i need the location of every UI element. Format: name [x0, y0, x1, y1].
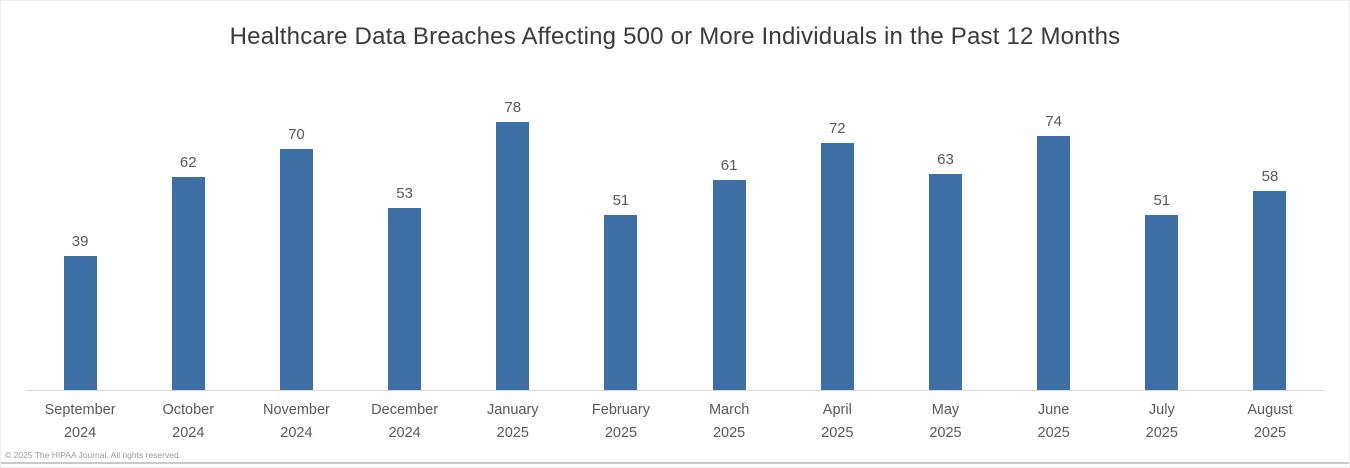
- bar-value-label: 74: [1045, 113, 1062, 130]
- x-axis-label: July 2025: [1145, 402, 1178, 442]
- bar-column: 53: [351, 86, 459, 390]
- copyright-notice: © 2025 The HIPAA Journal. All rights res…: [5, 450, 182, 460]
- bar-value-label: 51: [612, 192, 630, 209]
- bar: [63, 256, 97, 390]
- bar-column: 74: [1000, 86, 1108, 390]
- bar-column: 63: [891, 86, 999, 390]
- bar-value-label: 61: [720, 157, 738, 174]
- x-axis-label: June 2025: [1037, 402, 1070, 442]
- bar: [279, 149, 313, 390]
- bar-column: 51: [1108, 86, 1216, 390]
- bar-value-label: 51: [1153, 192, 1171, 209]
- bar-column: 70: [242, 86, 350, 390]
- bar: [604, 215, 638, 390]
- bar-value-label: 70: [288, 126, 305, 143]
- bar-value-label: 78: [504, 99, 522, 116]
- bar: [712, 180, 746, 390]
- x-axis-label: January 2025: [486, 402, 539, 442]
- bar-column: 39: [26, 86, 134, 390]
- bar-column: 62: [134, 86, 242, 390]
- x-axis-label: March 2025: [708, 402, 750, 442]
- bar-value-label: 63: [937, 151, 954, 168]
- x-axis-label: December 2024: [371, 402, 439, 442]
- bar-column: 61: [675, 86, 783, 390]
- bar: [496, 122, 530, 390]
- bottom-divider: [1, 462, 1349, 464]
- x-axis: September 2024 October 2024 November 2024 D…: [26, 399, 1324, 445]
- bar: [388, 208, 422, 390]
- x-axis-label: April 2025: [821, 402, 854, 442]
- x-axis-label: August 2025: [1247, 402, 1293, 442]
- bar-value-label: 53: [396, 185, 413, 202]
- x-axis-label: October 2024: [162, 402, 215, 442]
- bar-column: 58: [1216, 86, 1324, 390]
- chart-title: Healthcare Data Breaches Affecting 500 o…: [229, 23, 1121, 50]
- x-axis-label: February 2025: [591, 402, 650, 442]
- bar-value-label: 62: [179, 154, 197, 171]
- bar: [1253, 191, 1287, 390]
- x-axis-label: November 2024: [262, 402, 330, 442]
- bar: [1037, 136, 1071, 390]
- bar-column: 51: [567, 86, 675, 390]
- bar-column: 72: [783, 86, 891, 390]
- bar: [928, 174, 962, 390]
- bar: [1145, 215, 1179, 390]
- bar-chart-plot-area: 39 62 70 53 78 51 61 72 63 74 51 58: [26, 86, 1324, 391]
- bar-value-label: 39: [71, 233, 89, 250]
- bar-value-label: 58: [1261, 168, 1279, 185]
- bar: [171, 177, 205, 390]
- x-axis-label: May 2025: [929, 402, 962, 442]
- bar: [820, 143, 854, 390]
- bar-column: 78: [459, 86, 567, 390]
- x-axis-label: September 2024: [44, 402, 116, 442]
- bar-value-label: 72: [828, 120, 846, 137]
